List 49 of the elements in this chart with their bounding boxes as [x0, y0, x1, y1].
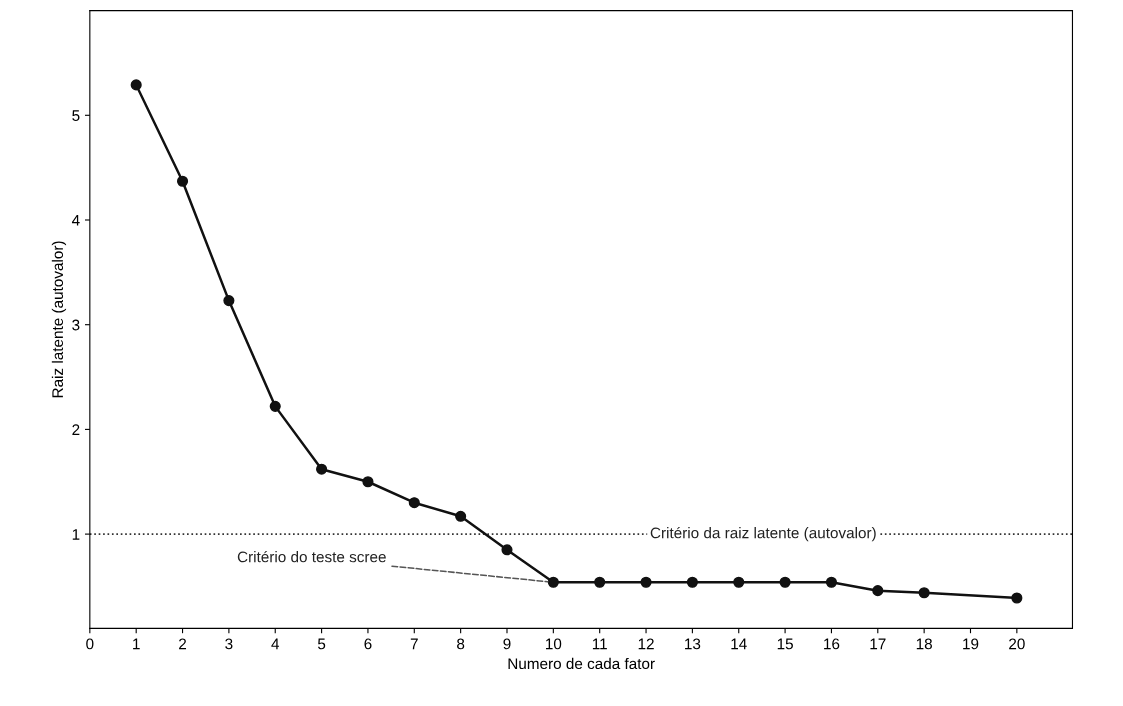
x-tick-label: 7 [410, 638, 418, 650]
y-axis-title: Raiz latente (autovalor) [51, 241, 67, 398]
x-tick-label: 5 [317, 638, 326, 650]
x-axis-title: Numero de cada fator [508, 657, 655, 670]
point [547, 576, 559, 588]
x-tick-label: 16 [824, 638, 840, 650]
point [640, 576, 652, 588]
y-tick-label: 5 [72, 110, 80, 121]
point [408, 497, 420, 509]
x-tick-label: 17 [870, 638, 886, 650]
point [594, 576, 606, 588]
x-tick-label: 12 [638, 638, 654, 650]
x-tick-label: 10 [546, 638, 562, 650]
x-tick-label: 8 [457, 638, 465, 650]
x-tick-label: 11 [592, 638, 607, 650]
point [362, 476, 374, 488]
x-tick-label: 13 [685, 638, 701, 650]
y-tick-label: 2 [72, 424, 80, 435]
point [872, 585, 884, 597]
x-tick-label: 19 [963, 638, 979, 650]
point [176, 175, 189, 187]
point [130, 79, 142, 91]
x-tick-label: 3 [225, 638, 233, 650]
x-tick-label: 1 [133, 638, 140, 650]
ref-line-label: Critério da raiz latente (autovalor) [650, 526, 876, 542]
x-tick-label: 14 [731, 638, 747, 650]
point [223, 295, 235, 307]
x-tick-label: 6 [364, 638, 372, 650]
y-tick-label: 3 [72, 319, 80, 331]
point [501, 544, 513, 556]
x-tick-label: 2 [179, 638, 187, 650]
point [1011, 592, 1023, 604]
point [918, 587, 930, 599]
x-tick-label: 18 [916, 638, 932, 650]
annotation: Critério do teste scree [237, 550, 386, 563]
point [686, 576, 698, 588]
y-tick-label: 1 [72, 529, 80, 540]
point [455, 510, 467, 522]
x-tick-label: 0 [86, 638, 94, 650]
point [316, 463, 328, 475]
x-tick-label: 9 [503, 638, 511, 650]
x-tick-label: 4 [271, 638, 280, 650]
y-tick-label: 4 [71, 215, 80, 226]
point [269, 400, 281, 412]
point [825, 576, 838, 588]
x-tick-label: 15 [777, 638, 793, 650]
point [733, 576, 745, 588]
point [779, 576, 791, 588]
x-tick-label: 20 [1009, 638, 1025, 650]
